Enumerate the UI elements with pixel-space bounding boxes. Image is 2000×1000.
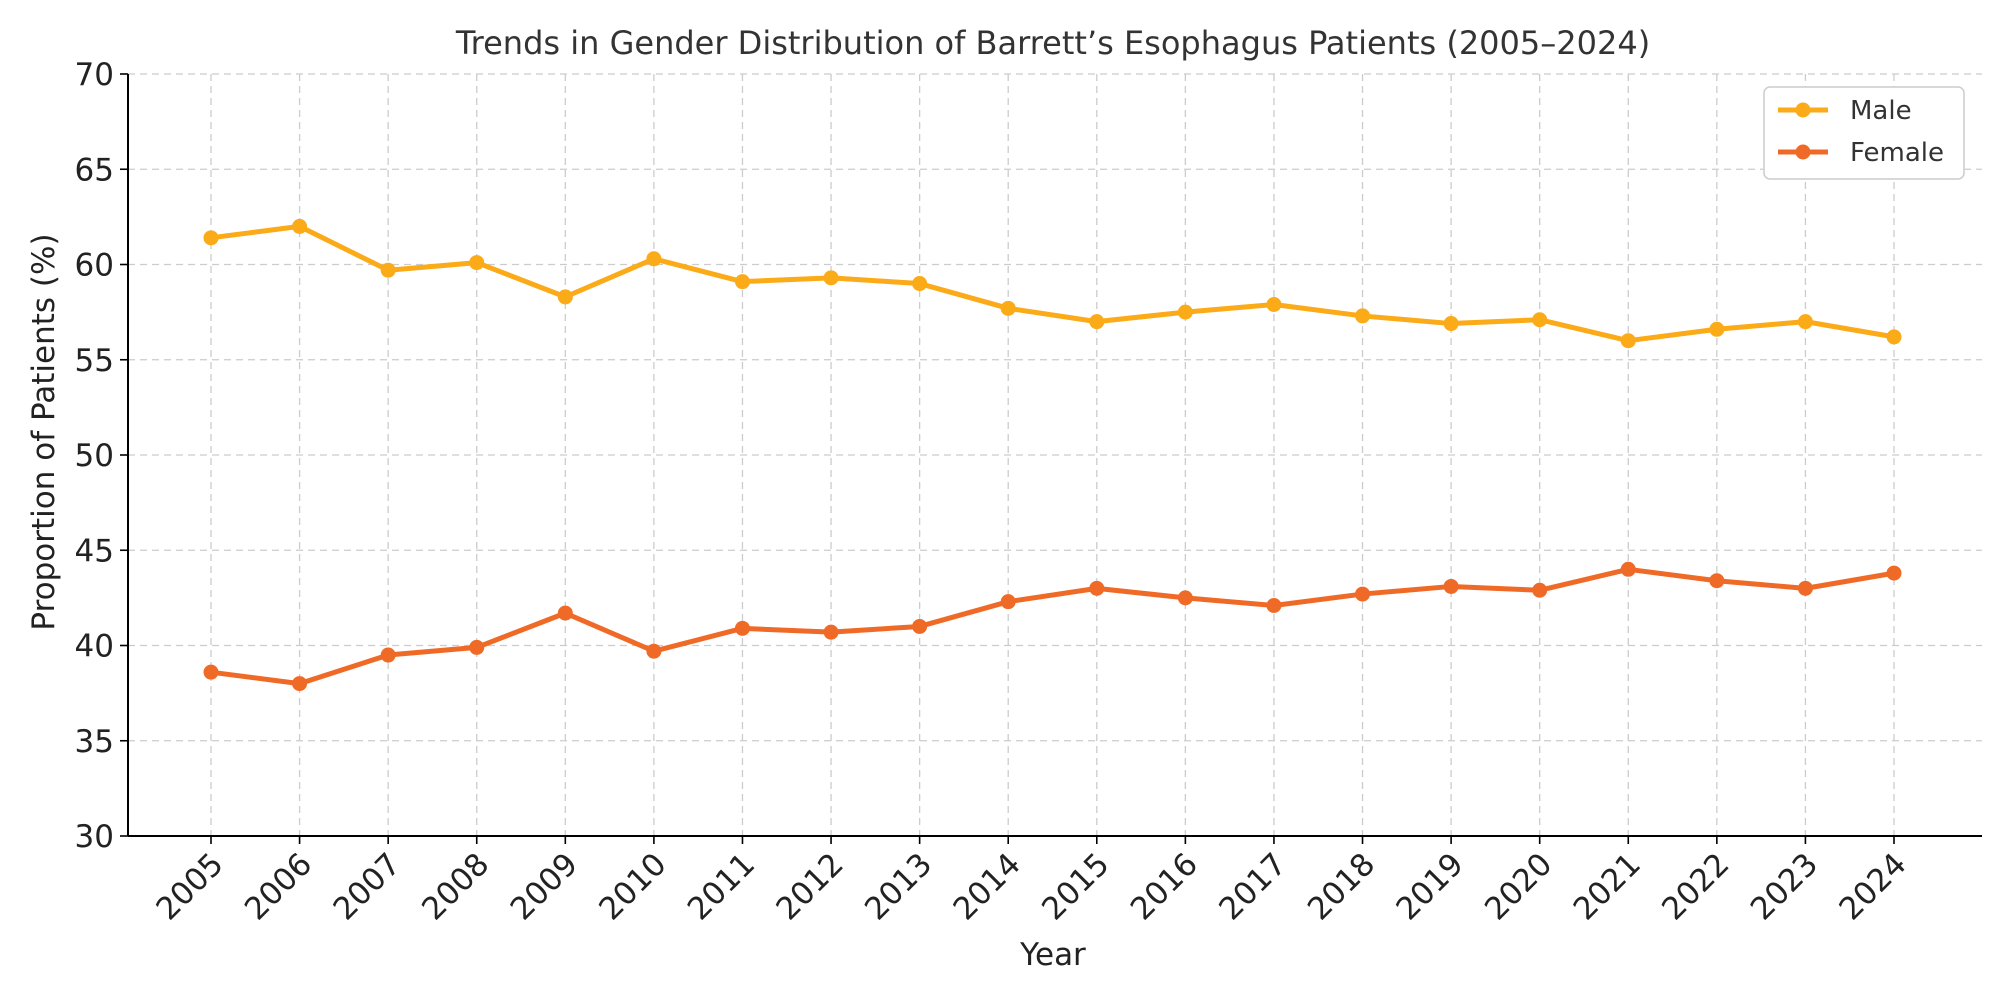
female-data-point (1000, 594, 1016, 610)
y-tick-label: 50 (75, 438, 114, 474)
grid (128, 73, 1982, 837)
legend-label-female: Female (1850, 138, 1944, 168)
female-data-point (1089, 580, 1105, 596)
male-data-point (1797, 314, 1813, 330)
x-tick-label: 2011 (681, 846, 762, 927)
female-data-point (1709, 573, 1725, 589)
male-data-point (1443, 316, 1459, 332)
legend: Male Female (1763, 86, 1965, 180)
male-data-point (292, 218, 308, 234)
y-axis-label: Proportion of Patients (%) (26, 233, 62, 630)
y-axis-ticks: 30 35 40 45 50 55 60 65 70 (75, 57, 128, 855)
x-tick-label: 2021 (1567, 846, 1648, 927)
male-data-point (1089, 314, 1105, 330)
male-data-point (557, 289, 573, 305)
x-tick-label: 2022 (1655, 846, 1736, 927)
female-data-point (646, 643, 662, 659)
y-tick-label: 70 (75, 57, 114, 93)
x-tick-label: 2023 (1744, 846, 1825, 927)
male-data-point (1266, 297, 1282, 313)
chart-title: Trends in Gender Distribution of Barrett… (455, 24, 1650, 62)
male-data-point (1177, 304, 1193, 320)
x-tick-label: 2010 (592, 846, 673, 927)
y-tick-label: 35 (75, 724, 114, 760)
x-axis-ticks: 2005 2006 2007 2008 2009 2010 2011 2012 2013 2014… (149, 836, 1914, 927)
x-tick-label: 2016 (1124, 846, 1205, 927)
female-data-point (1177, 590, 1193, 606)
female-data-point (1355, 586, 1371, 602)
x-tick-label: 2018 (1301, 846, 1382, 927)
x-tick-label: 2007 (327, 846, 408, 927)
female-data-point (1620, 561, 1636, 577)
legend-marker-male (1795, 102, 1811, 118)
female-data-point (380, 647, 396, 663)
legend-marker-female (1795, 144, 1811, 160)
series-lines (203, 218, 1902, 692)
legend-label-male: Male (1850, 96, 1912, 126)
male-data-point (1532, 312, 1548, 328)
y-tick-label: 30 (75, 819, 114, 855)
female-data-point (912, 618, 928, 634)
male-data-point (1620, 333, 1636, 349)
female-data-point (1443, 578, 1459, 594)
x-tick-label: 2009 (504, 846, 585, 927)
male-data-point (1886, 329, 1902, 345)
male-data-point (646, 251, 662, 267)
x-tick-label: 2012 (769, 846, 850, 927)
female-data-point (557, 605, 573, 621)
x-tick-label: 2014 (947, 846, 1028, 927)
male-series-line (208, 223, 1897, 344)
male-data-point (823, 270, 839, 286)
y-tick-label: 45 (75, 533, 114, 569)
male-data-point (912, 276, 928, 292)
female-series-line (208, 566, 1897, 687)
female-data-point (734, 620, 750, 636)
x-tick-label: 2006 (238, 846, 319, 927)
female-data-point (1266, 597, 1282, 613)
x-tick-label: 2017 (1212, 846, 1293, 927)
x-tick-label: 2015 (1035, 846, 1116, 927)
male-data-point (734, 274, 750, 290)
y-tick-label: 55 (75, 343, 114, 379)
male-data-point (469, 255, 485, 271)
male-data-point (1355, 308, 1371, 324)
y-tick-label: 40 (75, 629, 114, 665)
x-tick-label: 2005 (149, 846, 230, 927)
male-data-point (380, 262, 396, 278)
male-data-point (203, 230, 219, 246)
female-data-point (203, 664, 219, 680)
female-data-point (1797, 580, 1813, 596)
y-tick-label: 65 (75, 152, 114, 188)
male-data-point (1000, 300, 1016, 316)
x-tick-label: 2020 (1478, 846, 1559, 927)
male-data-point (1709, 321, 1725, 337)
x-tick-label: 2008 (415, 846, 496, 927)
female-data-point (292, 676, 308, 692)
female-data-point (823, 624, 839, 640)
y-tick-label: 60 (75, 248, 114, 284)
female-data-point (1532, 582, 1548, 598)
x-tick-label: 2024 (1832, 846, 1913, 927)
female-data-point (469, 639, 485, 655)
female-data-point (1886, 565, 1902, 581)
x-axis-label: Year (1019, 937, 1086, 973)
x-tick-label: 2019 (1390, 846, 1471, 927)
x-tick-label: 2013 (858, 846, 939, 927)
